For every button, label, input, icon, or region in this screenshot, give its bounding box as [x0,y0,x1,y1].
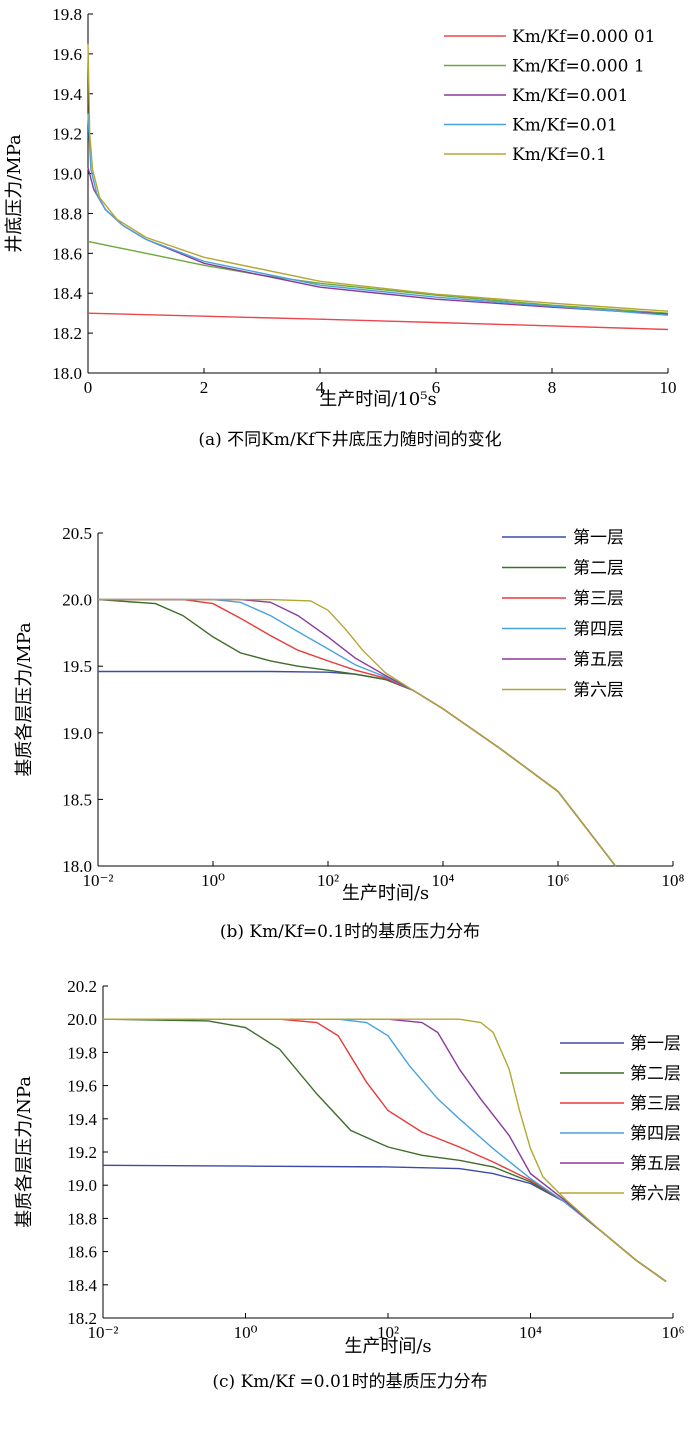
figure-caption: (c) Km/Kf =0.01时的基质压力分布 [212,1372,487,1392]
y-tick-label: 18.0 [52,364,82,383]
x-tick-label: 10⁶ [547,871,570,890]
chart-a: 18.0 18.2 18.4 18.6 18.8 19.0 19.2 19.4 19.6 19.8… [4,5,677,450]
y-tick-label: 18.8 [67,1209,97,1228]
chart-b: 18.0 18.5 19.0 19.5 20.0 20.5 10⁻² 10⁰ 10² 10⁴ 10⁶… [14,524,685,942]
chart-c: 18.2 18.4 18.6 18.8 19.0 19.2 19.4 19.6 19.8 20.0… [14,977,685,1392]
legend-label: 第五层 [573,650,624,670]
legend-label: 第二层 [630,1064,681,1084]
series-line-1 [102,1164,667,1283]
y-tick-label: 19.8 [52,5,82,24]
x-tick-label: 10⁰ [234,1323,258,1342]
figure-caption: (a) 不同Km/Kf下井底压力随时间的变化 [198,430,501,450]
series-line-5 [98,598,617,867]
x-axis-title: 生产时间/10⁵s [319,389,436,410]
x-tick-label: 10 [660,378,677,397]
x-tick-label: 10² [317,871,339,890]
x-tick-label: 10⁴ [519,1323,542,1342]
figure-caption: (b) Km/Kf=0.1时的基质压力分布 [220,922,480,942]
x-tick-label: 2 [200,378,209,397]
legend-label: 第一层 [573,528,624,548]
y-tick-label: 20.2 [67,977,97,996]
y-tick-label: 19.4 [67,1110,97,1129]
y-tick-label: 18.6 [52,244,82,263]
y-axis-title: 基质各层压力/MPa [14,622,35,777]
y-tick-label: 20.0 [62,591,92,610]
series-line-6 [103,1018,667,1283]
legend-label: Km/Kf=0.1 [512,145,607,165]
y-tick-label: 19.6 [67,1077,97,1096]
x-tick-label: 0 [84,378,93,397]
x-tick-label: 6 [432,378,441,397]
series-line-5 [87,43,669,312]
y-tick-label: 19.6 [52,45,82,64]
legend-label: Km/Kf=0.01 [512,116,618,136]
y-tick-label: 20.0 [67,1010,97,1029]
x-tick-label: 8 [548,378,557,397]
series-line-2 [102,1018,667,1283]
x-tick-label: 10⁻² [82,871,113,890]
series-line-2 [87,240,669,314]
series-line-5 [103,1018,667,1283]
y-tick-label: 18.2 [52,324,82,343]
x-axis-title: 生产时间/s [342,883,429,904]
legend-label: 第三层 [573,589,624,609]
series-line-2 [97,598,617,867]
y-tick-label: 19.4 [52,85,82,104]
legend-label: Km/Kf=0.000 1 [512,57,645,77]
x-axis-title: 生产时间/s [344,1336,431,1357]
y-tick-label: 18.4 [67,1276,97,1295]
legend-label: 第三层 [630,1094,681,1114]
x-tick-label: 4 [316,378,325,397]
y-tick-label: 18.2 [67,1309,97,1328]
y-tick-label: 18.4 [52,284,82,303]
legend-label: 第二层 [573,559,624,579]
y-tick-label: 19.0 [62,724,92,743]
x-tick-label: 10⁶ [662,1323,685,1342]
legend-label: 第一层 [630,1034,681,1054]
series-line-3 [87,167,669,315]
y-tick-label: 18.0 [62,857,92,876]
series-line-1 [98,670,617,867]
series-line-1 [87,312,669,331]
y-tick-label: 18.5 [62,790,92,809]
x-tick-label: 10⁴ [432,871,455,890]
x-tick-label: 10⁰ [201,871,225,890]
legend: Km/Kf=0.000 01 Km/Kf=0.000 1 Km/Kf=0.001 Km… [444,27,656,165]
y-tick-label: 19.2 [52,125,82,144]
series-line-4 [87,113,669,316]
legend-label: 第五层 [630,1154,681,1174]
y-axis-title: 基质各层压力/NPa [14,1076,35,1228]
y-tick-label: 18.8 [52,204,82,223]
y-tick-label: 19.2 [67,1143,97,1162]
y-axis-title: 井底压力/MPa [4,134,25,253]
y-tick-label: 20.5 [62,524,92,543]
series-line-3 [103,1018,667,1283]
legend-label: Km/Kf=0.000 01 [512,27,656,47]
x-tick-label: 10² [377,1323,399,1342]
legend-label: 第四层 [573,620,624,640]
legend-label: 第六层 [573,681,624,701]
series-line-3 [98,598,617,867]
x-tick-label: 10⁻² [87,1323,118,1342]
series-line-4 [98,598,617,867]
y-tick-label: 19.8 [67,1043,97,1062]
y-tick-label: 19.0 [67,1176,97,1195]
series-line-4 [103,1018,667,1283]
y-tick-label: 19.0 [52,165,82,184]
legend-label: 第四层 [630,1124,681,1144]
series-line-6 [98,598,617,867]
legend-label: Km/Kf=0.001 [512,86,628,106]
y-tick-label: 18.6 [67,1243,97,1262]
x-tick-label: 10⁸ [662,871,685,890]
y-tick-label: 19.5 [62,657,92,676]
legend-label: 第六层 [630,1184,681,1204]
